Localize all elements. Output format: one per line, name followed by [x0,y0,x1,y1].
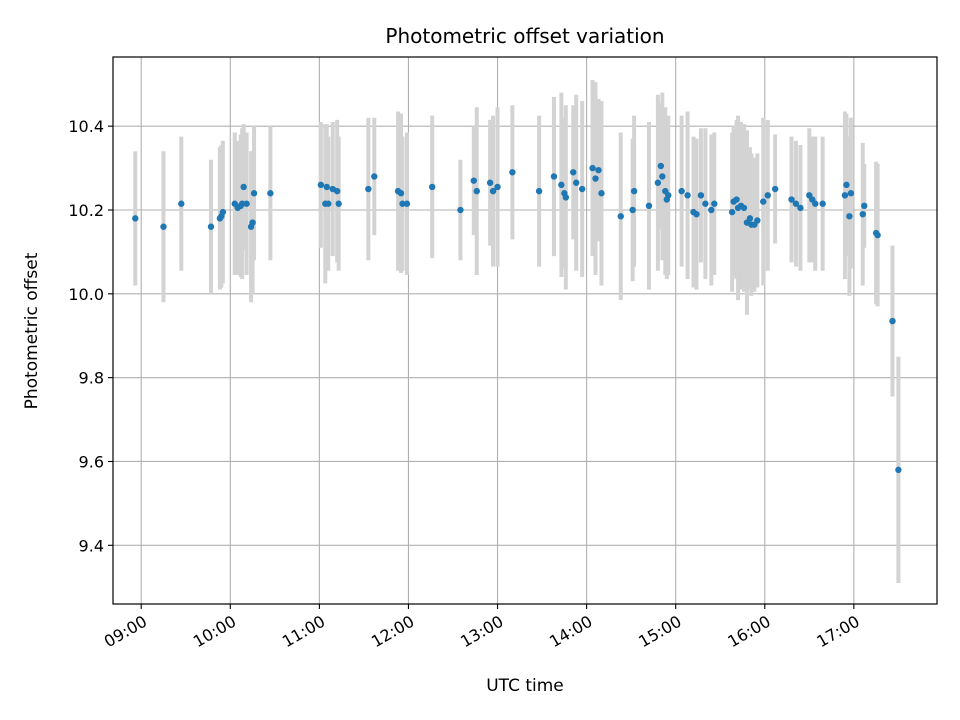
data-point [764,192,771,199]
data-point [371,173,378,180]
data-point [333,187,341,195]
data-point [403,200,411,207]
data-point [207,223,215,230]
data-point [841,192,849,199]
data-point [317,181,325,189]
data-point [335,200,342,207]
data-point [494,183,501,191]
data-point [365,185,372,193]
data-point [578,185,586,193]
data-point [846,213,853,220]
data-point [797,204,804,212]
data-point [711,200,718,207]
data-point [630,187,638,195]
data-point [733,196,740,203]
data-point [678,187,685,195]
data-point [861,202,868,210]
data-point [792,200,800,207]
y-axis-ticks: 9.4 9.6 9.8 10.0 10.2 10.4 [68,117,113,555]
data-point [819,200,826,207]
data-point [645,202,653,210]
data-point [843,181,850,189]
chart-title: Photometric offset variation [385,24,664,48]
data-point [457,206,464,214]
data-point [160,223,167,230]
data-point [702,200,709,207]
data-point [509,169,516,176]
data-point [550,173,558,180]
data-point [697,192,705,199]
data-point [429,183,436,191]
y-tick-label: 9.8 [79,369,104,388]
data-point [325,200,332,207]
data-point [684,192,691,199]
data-point [746,215,754,222]
data-point [740,204,748,212]
data-point [570,169,577,176]
x-axis-label: UTC time [486,676,564,696]
data-point [847,190,855,197]
y-tick-label: 10.4 [68,117,104,136]
data-point [874,231,881,239]
plot-frame [112,56,938,605]
data-point [754,217,761,224]
data-point [489,187,497,195]
data-point [535,187,543,195]
data-point [243,200,250,207]
data-point [771,185,779,193]
data-point [470,177,477,184]
data-point [486,179,494,186]
data-point [693,210,700,218]
data-point [812,200,819,207]
data-point [659,173,666,180]
data-point [708,206,715,214]
data-point [598,190,605,197]
data-point [665,192,672,199]
data-point [617,213,624,220]
data-point [397,190,405,197]
data-point [895,466,902,474]
data-point [592,175,599,182]
data-point [629,206,636,214]
data-point [178,200,185,207]
data-points [132,162,902,474]
data-point [760,198,767,205]
data-point [219,208,227,216]
data-point [728,208,736,216]
data-point [889,317,896,325]
y-tick-label: 9.6 [79,452,104,471]
data-point [323,183,330,191]
data-point [788,196,795,203]
data-point [240,183,247,191]
data-point [562,194,570,201]
y-tick-label: 10.0 [68,285,104,304]
data-point [654,179,662,186]
data-point [589,164,596,172]
data-point [859,210,866,218]
data-point [473,187,480,195]
data-point [399,200,406,207]
data-point [657,162,665,170]
data-point [132,215,139,222]
y-axis-label: Photometric offset [22,252,42,409]
data-point [267,190,274,197]
data-point [249,219,256,226]
data-point [595,166,602,174]
y-tick-label: 10.2 [68,201,104,220]
data-point [238,200,246,207]
data-point [558,181,565,189]
data-point [250,190,258,197]
data-point [573,179,580,186]
y-tick-label: 9.4 [79,536,104,555]
